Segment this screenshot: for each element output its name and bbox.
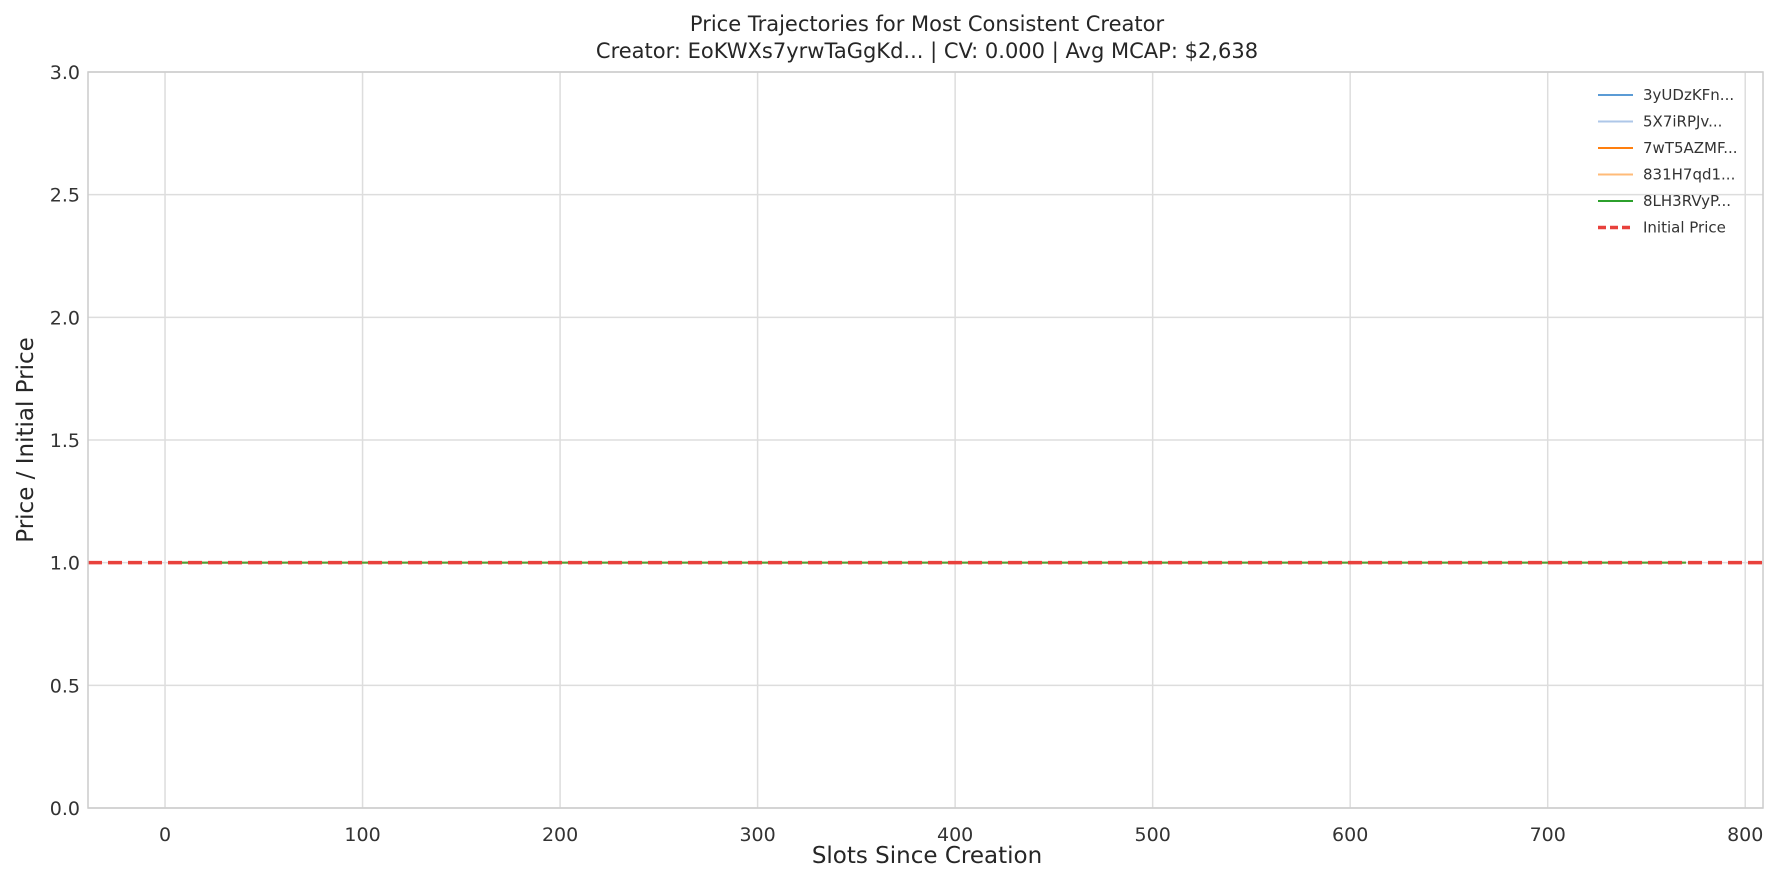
x-tick-label: 800 — [1727, 824, 1763, 846]
x-tick-label: 200 — [542, 824, 578, 846]
plot-frame — [87, 71, 1764, 809]
y-axis-ticks: 0.0 0.5 1.0 1.5 2.0 2.5 3.0 — [50, 62, 80, 820]
y-tick-label: 3.0 — [50, 62, 80, 84]
chart-subtitle: Creator: EoKWXs7yrwTaGgKd... | CV: 0.000… — [596, 39, 1258, 64]
x-tick-label: 400 — [937, 824, 973, 846]
x-tick-label: 700 — [1530, 824, 1566, 846]
y-tick-label: 2.0 — [50, 307, 80, 329]
x-tick-label: 100 — [344, 824, 380, 846]
x-tick-label: 500 — [1135, 824, 1171, 846]
x-tick-label: 600 — [1332, 824, 1368, 846]
legend-label: Initial Price — [1643, 219, 1726, 237]
y-tick-label: 1.5 — [50, 430, 80, 452]
legend-label: 831H7qd1... — [1643, 166, 1735, 184]
y-tick-label: 2.5 — [50, 185, 80, 207]
legend-label: 5X7iRPJv... — [1643, 113, 1722, 131]
x-tick-label: 300 — [739, 824, 775, 846]
y-tick-label: 1.0 — [50, 553, 80, 575]
legend-label: 3yUDzKFn... — [1643, 86, 1734, 104]
chart-title: Price Trajectories for Most Consistent C… — [690, 12, 1165, 36]
legend-label: 8LH3RVyP... — [1643, 192, 1731, 210]
x-axis-ticks: 0 100 200 300 400 500 600 700 800 — [159, 824, 1763, 846]
y-tick-label: 0.5 — [50, 675, 80, 697]
legend: 3yUDzKFn... 5X7iRPJv... 7wT5AZMF... 831H7qd… — [1598, 86, 1738, 237]
x-axis-label: Slots Since Creation — [812, 843, 1042, 869]
y-tick-label: 0.0 — [50, 798, 80, 820]
legend-label: 7wT5AZMF... — [1643, 139, 1738, 157]
x-tick-label: 0 — [159, 824, 171, 846]
y-axis-label: Price / Initial Price — [13, 337, 39, 543]
